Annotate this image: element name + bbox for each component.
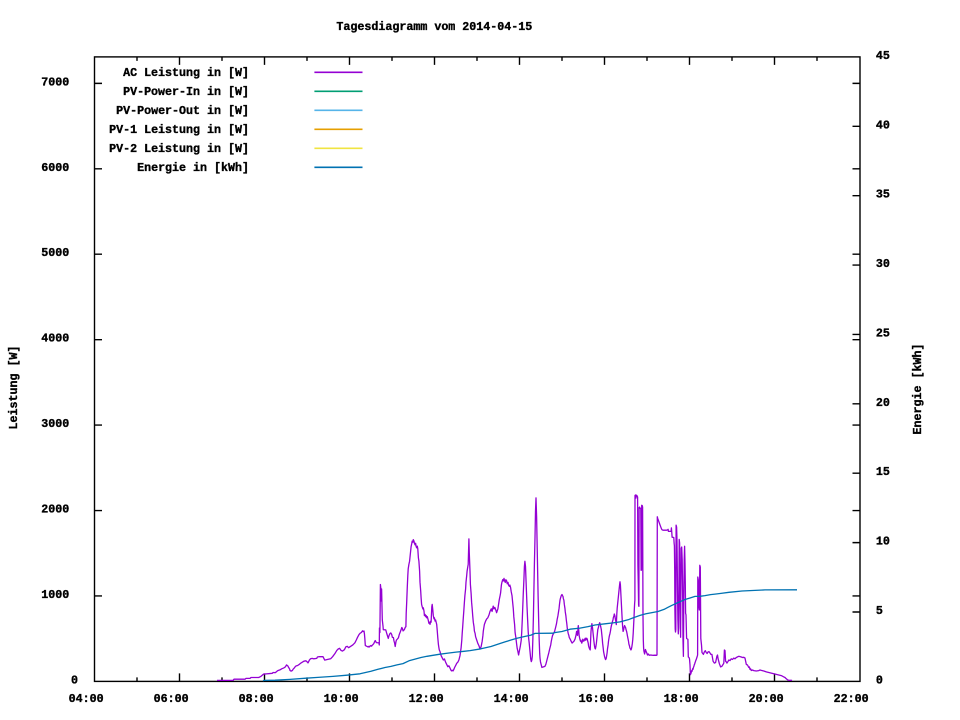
svg-text:10:00: 10:00 [324, 692, 359, 706]
svg-text:PV-1 Leistung in [W]: PV-1 Leistung in [W] [109, 123, 249, 137]
svg-text:10: 10 [876, 535, 890, 549]
svg-text:Energie in [kWh]: Energie in [kWh] [137, 161, 249, 175]
svg-text:Leistung [W]: Leistung [W] [7, 346, 21, 430]
svg-text:Tagesdiagramm vom 2014-04-15: Tagesdiagramm vom 2014-04-15 [336, 20, 532, 34]
svg-text:PV-2 Leistung in [W]: PV-2 Leistung in [W] [109, 142, 249, 156]
svg-text:06:00: 06:00 [154, 692, 189, 706]
svg-text:PV-Power-Out in [W]: PV-Power-Out in [W] [116, 104, 249, 118]
svg-text:3000: 3000 [41, 417, 69, 431]
svg-text:20:00: 20:00 [749, 692, 784, 706]
svg-text:14:00: 14:00 [494, 692, 529, 706]
svg-text:30: 30 [876, 257, 890, 271]
svg-text:7000: 7000 [41, 75, 69, 89]
svg-text:AC Leistung in [W]: AC Leistung in [W] [123, 66, 249, 80]
svg-text:25: 25 [876, 327, 890, 341]
svg-text:PV-Power-In in [W]: PV-Power-In in [W] [123, 85, 249, 99]
svg-text:2000: 2000 [41, 503, 69, 517]
svg-text:45: 45 [876, 49, 890, 63]
svg-text:Energie [kWh]: Energie [kWh] [911, 344, 925, 435]
svg-text:40: 40 [876, 118, 890, 132]
svg-text:1000: 1000 [41, 588, 69, 602]
svg-text:18:00: 18:00 [664, 692, 699, 706]
svg-text:5000: 5000 [41, 246, 69, 260]
svg-text:12:00: 12:00 [409, 692, 444, 706]
svg-text:22:00: 22:00 [834, 692, 869, 706]
svg-text:0: 0 [71, 673, 78, 687]
svg-text:35: 35 [876, 188, 890, 202]
svg-text:5: 5 [876, 604, 883, 618]
svg-text:16:00: 16:00 [579, 692, 614, 706]
svg-text:0: 0 [876, 673, 883, 687]
svg-text:4000: 4000 [41, 332, 69, 346]
svg-text:04:00: 04:00 [69, 692, 104, 706]
svg-text:08:00: 08:00 [239, 692, 274, 706]
svg-text:6000: 6000 [41, 161, 69, 175]
svg-text:15: 15 [876, 465, 890, 479]
svg-text:20: 20 [876, 396, 890, 410]
